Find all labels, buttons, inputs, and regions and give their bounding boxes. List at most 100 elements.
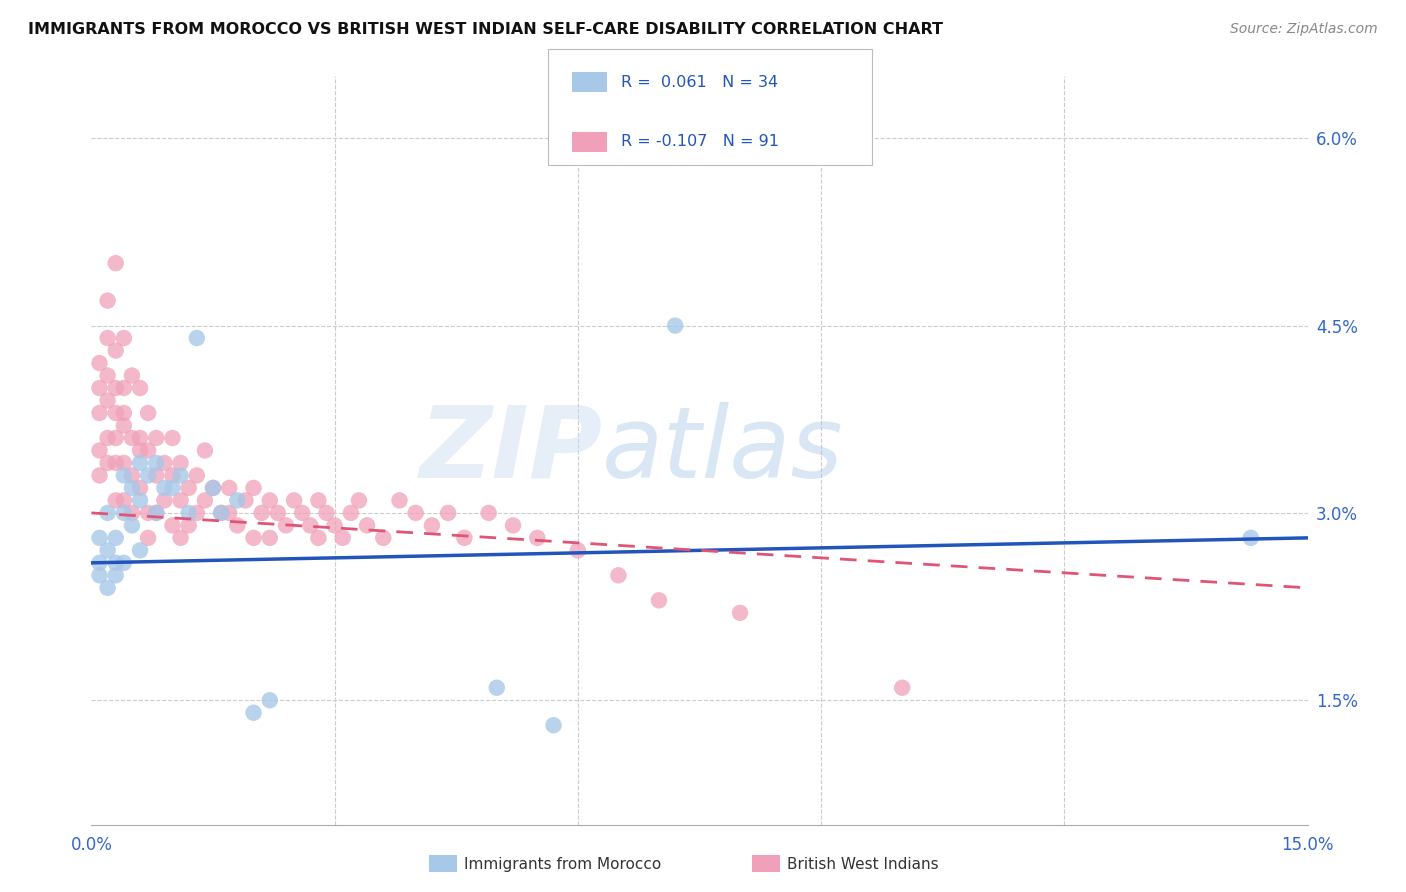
- Point: [89, 381, 111, 395]
- Point: [129, 493, 152, 508]
- Point: [218, 506, 240, 520]
- Point: [162, 518, 184, 533]
- Point: [478, 506, 501, 520]
- Point: [129, 456, 152, 470]
- Point: [218, 481, 240, 495]
- Point: [97, 543, 120, 558]
- Point: [1240, 531, 1263, 545]
- Point: [97, 393, 120, 408]
- Point: [373, 531, 395, 545]
- Point: [145, 506, 167, 520]
- Point: [121, 368, 143, 383]
- Point: [112, 468, 135, 483]
- Point: [437, 506, 460, 520]
- Point: [104, 343, 127, 358]
- Point: [235, 493, 257, 508]
- Point: [567, 543, 589, 558]
- Point: [129, 481, 152, 495]
- Point: [186, 506, 208, 520]
- Point: [332, 531, 354, 545]
- Point: [89, 468, 111, 483]
- Point: [162, 481, 184, 495]
- Point: [136, 443, 159, 458]
- Point: [259, 531, 281, 545]
- Point: [543, 718, 565, 732]
- Point: [89, 556, 111, 570]
- Text: IMMIGRANTS FROM MOROCCO VS BRITISH WEST INDIAN SELF-CARE DISABILITY CORRELATION : IMMIGRANTS FROM MOROCCO VS BRITISH WEST …: [28, 22, 943, 37]
- Point: [340, 506, 363, 520]
- Point: [250, 506, 273, 520]
- Point: [129, 443, 152, 458]
- Point: [283, 493, 305, 508]
- Point: [169, 468, 191, 483]
- Point: [315, 506, 337, 520]
- Point: [121, 518, 143, 533]
- Point: [104, 256, 127, 270]
- Text: ZIP: ZIP: [419, 402, 602, 499]
- Text: British West Indians: British West Indians: [787, 857, 939, 871]
- Point: [242, 706, 264, 720]
- Point: [136, 506, 159, 520]
- Point: [177, 518, 200, 533]
- Point: [420, 518, 443, 533]
- Point: [121, 468, 143, 483]
- Point: [177, 506, 200, 520]
- Point: [194, 443, 217, 458]
- Point: [104, 568, 127, 582]
- Point: [453, 531, 475, 545]
- Point: [97, 456, 120, 470]
- Point: [177, 481, 200, 495]
- Point: [648, 593, 671, 607]
- Point: [169, 493, 191, 508]
- Point: [112, 506, 135, 520]
- Point: [145, 431, 167, 445]
- Point: [97, 368, 120, 383]
- Point: [226, 518, 249, 533]
- Point: [153, 456, 176, 470]
- Text: Source: ZipAtlas.com: Source: ZipAtlas.com: [1230, 22, 1378, 37]
- Point: [153, 493, 176, 508]
- Point: [89, 406, 111, 420]
- Point: [202, 481, 225, 495]
- Point: [89, 356, 111, 370]
- Point: [485, 681, 508, 695]
- Point: [136, 468, 159, 483]
- Point: [121, 481, 143, 495]
- Point: [194, 493, 217, 508]
- Point: [129, 431, 152, 445]
- Point: [153, 481, 176, 495]
- Point: [97, 331, 120, 345]
- Point: [728, 606, 751, 620]
- Point: [136, 531, 159, 545]
- Point: [291, 506, 314, 520]
- Point: [267, 506, 290, 520]
- Point: [89, 443, 111, 458]
- Point: [89, 568, 111, 582]
- Point: [121, 506, 143, 520]
- Point: [323, 518, 346, 533]
- Point: [169, 456, 191, 470]
- Point: [607, 568, 630, 582]
- Point: [97, 506, 120, 520]
- Point: [104, 431, 127, 445]
- Point: [112, 556, 135, 570]
- Point: [112, 493, 135, 508]
- Point: [299, 518, 322, 533]
- Point: [388, 493, 411, 508]
- Point: [136, 406, 159, 420]
- Point: [186, 468, 208, 483]
- Y-axis label: Self-Care Disability: Self-Care Disability: [0, 378, 7, 523]
- Point: [104, 556, 127, 570]
- Point: [112, 381, 135, 395]
- Point: [405, 506, 427, 520]
- Point: [169, 531, 191, 545]
- Point: [891, 681, 914, 695]
- Point: [112, 331, 135, 345]
- Point: [242, 531, 264, 545]
- Point: [112, 456, 135, 470]
- Point: [97, 293, 120, 308]
- Point: [347, 493, 370, 508]
- Point: [259, 493, 281, 508]
- Point: [242, 481, 264, 495]
- Point: [104, 406, 127, 420]
